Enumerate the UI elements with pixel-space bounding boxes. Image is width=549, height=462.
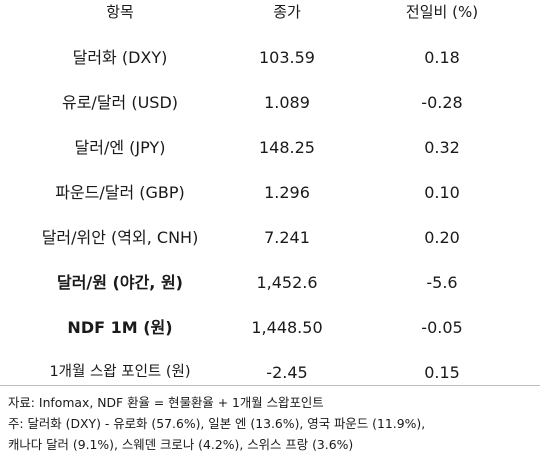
table-row: 달러화 (DXY) 103.59 0.18 bbox=[0, 35, 549, 80]
source-note: 자료: Infomax, NDF 환율 = 현물환율 + 1개월 스왑포인트 bbox=[8, 395, 324, 410]
row-item: 1개월 스왑 포인트 (원) bbox=[49, 364, 191, 380]
row-change: -0.28 bbox=[421, 93, 463, 112]
header-item: 항목 bbox=[106, 3, 134, 21]
footnotes: 자료: Infomax, NDF 환율 = 현물환율 + 1개월 스왑포인트 주… bbox=[8, 392, 543, 455]
row-item: 달러/위안 (역외, CNH) bbox=[41, 228, 199, 247]
table-row: 유로/달러 (USD) 1.089 -0.28 bbox=[0, 80, 549, 125]
row-close: 1,448.50 bbox=[251, 318, 323, 337]
composition-note: 주: 달러화 (DXY) - 유로화 (57.6%), 일본 엔 (13.6%)… bbox=[8, 416, 426, 431]
header-change: 전일비 (%) bbox=[405, 3, 479, 21]
table-row: NDF 1M (원) 1,448.50 -0.05 bbox=[0, 305, 549, 350]
row-close: 7.241 bbox=[264, 228, 310, 247]
composition-note-continued: 캐나다 달러 (9.1%), 스웨덴 크로나 (4.2%), 스위스 프랑 (3… bbox=[8, 437, 354, 452]
row-change: -5.6 bbox=[426, 273, 458, 292]
table-row: 달러/엔 (JPY) 148.25 0.32 bbox=[0, 125, 549, 170]
row-change: -0.05 bbox=[421, 318, 463, 337]
table-row: 달러/위안 (역외, CNH) 7.241 0.20 bbox=[0, 215, 549, 260]
row-item: NDF 1M (원) bbox=[67, 318, 173, 337]
row-change: 0.15 bbox=[424, 363, 460, 382]
row-change: 0.10 bbox=[424, 183, 460, 202]
row-change: 0.20 bbox=[424, 228, 460, 247]
row-close: 1.089 bbox=[264, 93, 310, 112]
row-item: 달러/엔 (JPY) bbox=[74, 138, 166, 157]
row-item: 유로/달러 (USD) bbox=[61, 93, 179, 112]
row-item: 달러화 (DXY) bbox=[72, 48, 168, 67]
row-close: 103.59 bbox=[259, 48, 315, 67]
table-row: 파운드/달러 (GBP) 1.296 0.10 bbox=[0, 170, 549, 215]
row-item: 파운드/달러 (GBP) bbox=[55, 183, 185, 202]
row-change: 0.32 bbox=[424, 138, 460, 157]
table-row: 1개월 스왑 포인트 (원) -2.45 0.15 bbox=[0, 350, 549, 395]
row-close: -2.45 bbox=[266, 363, 308, 382]
table-bottom-divider bbox=[0, 385, 540, 386]
table-header-row: 항목 종가 전일비 (%) bbox=[0, 0, 549, 35]
row-close: 1,452.6 bbox=[256, 273, 318, 292]
row-close: 148.25 bbox=[259, 138, 315, 157]
row-close: 1.296 bbox=[264, 183, 310, 202]
row-change: 0.18 bbox=[424, 48, 460, 67]
table-row: 달러/원 (야간, 원) 1,452.6 -5.6 bbox=[0, 260, 549, 305]
header-close: 종가 bbox=[273, 3, 301, 21]
row-item: 달러/원 (야간, 원) bbox=[56, 273, 183, 292]
